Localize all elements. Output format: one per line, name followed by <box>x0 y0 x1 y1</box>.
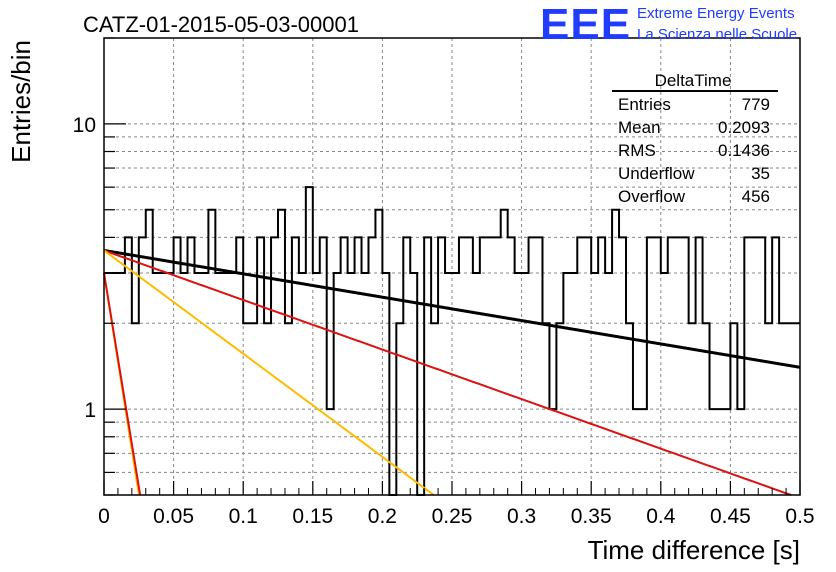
y-tick-label: 10 <box>73 114 96 137</box>
stats-label-underflow: Underflow <box>618 164 695 183</box>
stats-box: DeltaTime Entries 779 Mean 0.2093 RMS 0.… <box>612 71 778 206</box>
fit-curve <box>103 249 435 496</box>
x-tick-label: 0.45 <box>710 505 751 528</box>
stats-value-mean: 0.2093 <box>718 118 770 137</box>
logo-line-2: La Scienza nelle Scuole <box>637 26 797 43</box>
x-tick-label: 0.5 <box>785 505 814 528</box>
x-tick-label: 0.35 <box>571 505 612 528</box>
x-tick-label: 0.15 <box>292 505 333 528</box>
y-tick-labels: 1 10 <box>73 114 96 422</box>
fit-curve <box>103 272 142 496</box>
histogram-steps <box>104 186 800 496</box>
stats-value-overflow: 456 <box>742 187 770 206</box>
x-axis-label: Time difference [s] <box>588 535 800 565</box>
fit-curves <box>103 248 801 496</box>
y-tick-label: 1 <box>84 399 96 422</box>
x-tick-label: 0.2 <box>368 505 397 528</box>
fit-curve <box>103 249 792 496</box>
stats-label-entries: Entries <box>618 95 671 114</box>
stats-label-rms: RMS <box>618 141 656 160</box>
eee-logo-mark: EEE <box>540 0 631 49</box>
stats-title: DeltaTime <box>655 71 732 90</box>
chart-title: CATZ-01-2015-05-03-00001 <box>83 12 359 37</box>
fit-curve <box>103 248 801 369</box>
y-axis-label: Entries/bin <box>6 40 36 163</box>
x-tick-label: 0.05 <box>153 505 194 528</box>
x-tick-label: 0.25 <box>432 505 473 528</box>
x-tick-label: 0.4 <box>646 505 676 528</box>
stats-label-overflow: Overflow <box>618 187 686 206</box>
stats-value-underflow: 35 <box>751 164 770 183</box>
x-tick-label: 0 <box>98 505 110 528</box>
stats-label-mean: Mean <box>618 118 661 137</box>
x-tick-label: 0.3 <box>507 505 536 528</box>
x-tick-labels: 0 0.05 0.1 0.15 0.2 0.25 0.3 0.35 0.4 0.45 0.5 <box>98 505 814 528</box>
stats-value-rms: 0.1436 <box>718 141 770 160</box>
eee-logo: EEE Extreme Energy Events La Scienza nel… <box>540 0 797 49</box>
stats-value-entries: 779 <box>742 95 770 114</box>
logo-line-1: Extreme Energy Events <box>637 5 795 22</box>
axis-ticks <box>103 37 801 496</box>
x-tick-label: 0.1 <box>229 505 258 528</box>
histogram <box>104 186 800 496</box>
